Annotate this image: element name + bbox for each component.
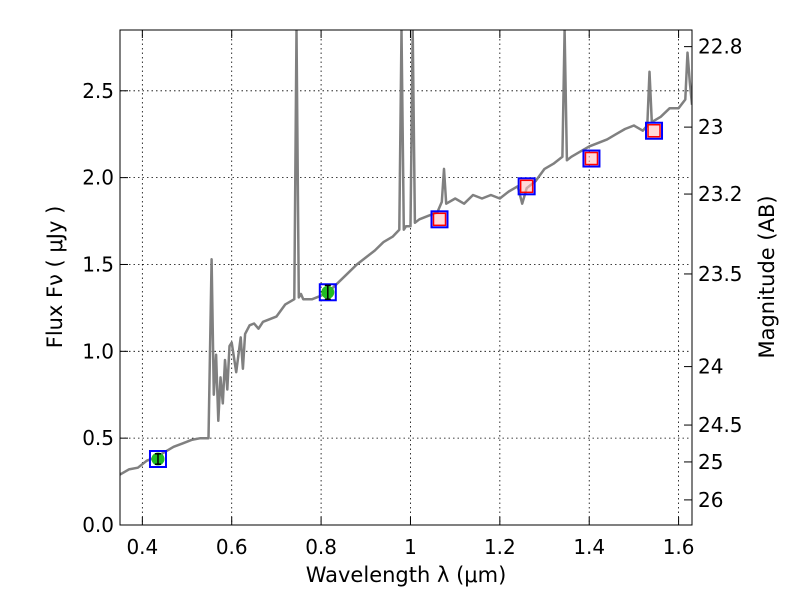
model-photometry-box [517, 177, 536, 196]
right-tick-label: 24.5 [698, 413, 743, 437]
right-tick-label: 23.2 [698, 182, 743, 206]
right-tick-label: 22.8 [698, 35, 743, 59]
x-tick-label: 1.4 [573, 535, 605, 559]
model-photometry-box [318, 283, 337, 302]
y-tick-label: 1.5 [82, 252, 114, 276]
upper-limit-marker [519, 179, 534, 194]
upper-limit-marker [432, 212, 447, 227]
right-tick-label: 23 [698, 115, 723, 139]
tick-layer: 0.4 0.6 0.8 1 1.2 1.4 1.6 0.0 0.5 1.0 1.5 2.0 2.5 22.… [82, 30, 743, 559]
upper-limit-marker [584, 151, 599, 166]
right-tick-label: 24 [698, 355, 723, 379]
model-photometry-box [582, 149, 601, 168]
model-photometry-box [430, 210, 449, 229]
right-axis-label: Magnitude (AB) [755, 195, 779, 358]
y-tick-label: 0.5 [82, 426, 114, 450]
spectrum-layer [120, 30, 692, 476]
right-tick-label: 26 [698, 488, 723, 512]
y-tick-label: 0.0 [82, 513, 114, 537]
spectrum-line [120, 30, 692, 476]
y-tick-label: 2.0 [82, 166, 114, 190]
y-axis-label: Flux Fν ( μJy ) [43, 206, 67, 349]
x-tick-label: 1.6 [663, 535, 695, 559]
plot-frame [119, 29, 693, 526]
model-photometry-box [645, 121, 664, 140]
x-tick-label: 1 [404, 535, 417, 559]
y-tick-label: 2.5 [82, 79, 114, 103]
y-tick-label: 1.0 [82, 339, 114, 363]
x-tick-label: 0.6 [216, 535, 248, 559]
right-tick-label: 23.5 [698, 262, 743, 286]
model-photometry-box [148, 450, 167, 468]
grid-layer [120, 30, 692, 526]
x-axis-label: Wavelength λ (μm) [306, 563, 507, 587]
x-tick-label: 0.4 [126, 535, 158, 559]
x-tick-label: 0.8 [305, 535, 337, 559]
x-tick-label: 1.2 [484, 535, 516, 559]
right-tick-label: 25 [698, 450, 723, 474]
photometry-layer [148, 121, 664, 468]
upper-limit-marker [647, 123, 661, 138]
